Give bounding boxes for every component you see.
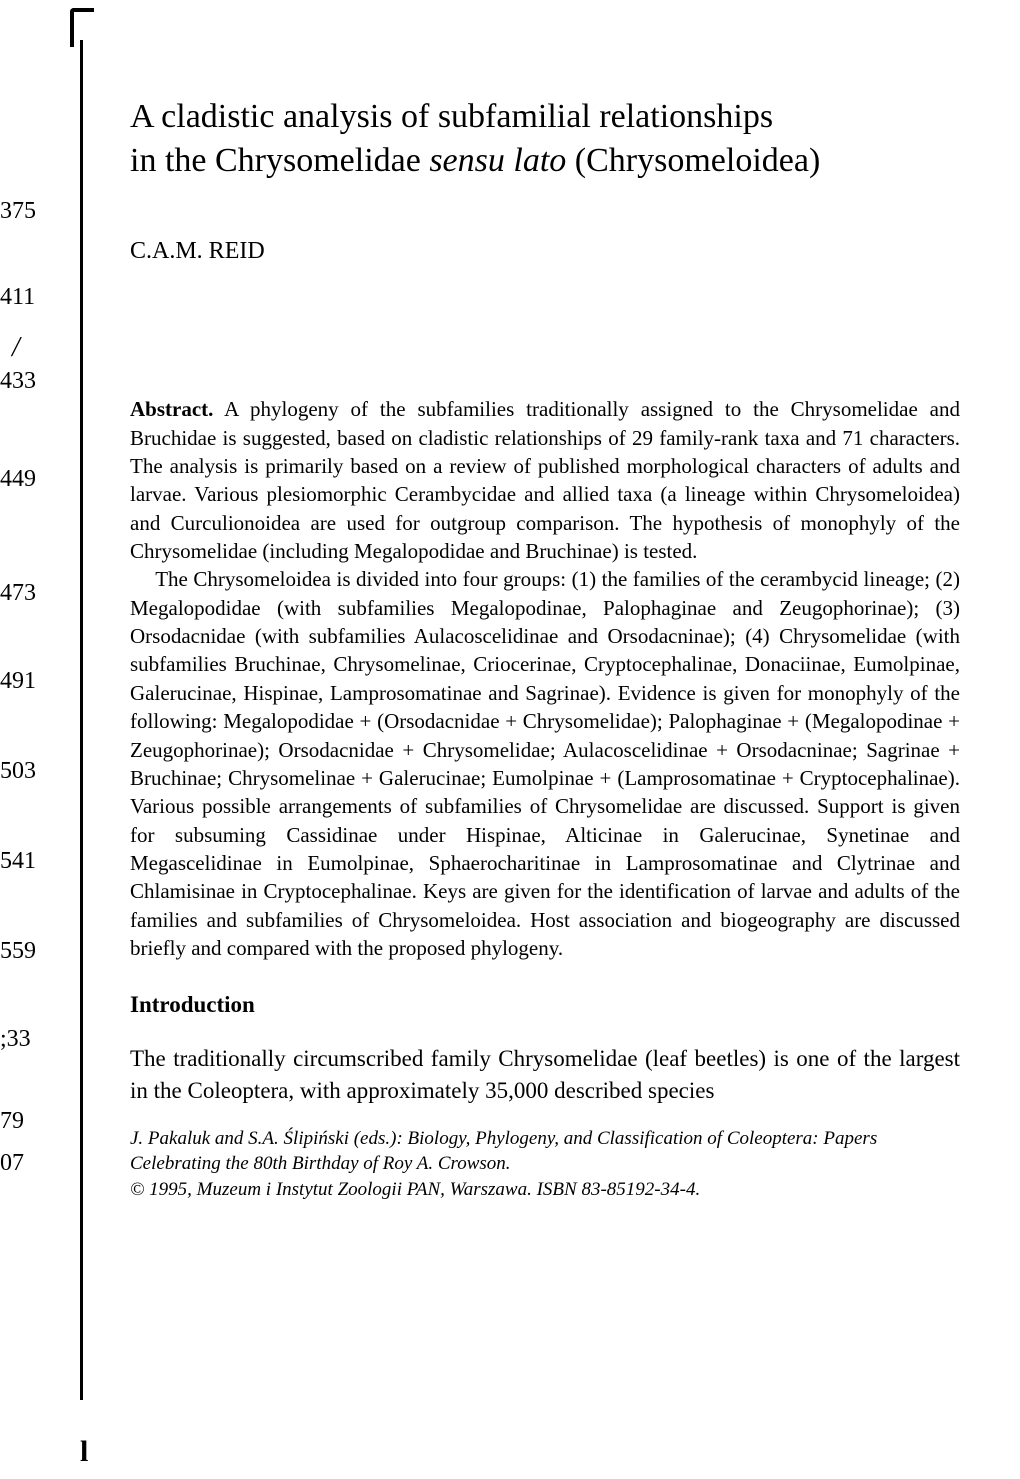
margin-number: 559 bbox=[0, 938, 50, 965]
citation-line2: © 1995, Muzeum i Instytut Zoologii PAN, … bbox=[130, 1179, 700, 1200]
abstract-block: Abstract. A phylogeny of the subfamilies… bbox=[130, 395, 960, 962]
margin-number: 433 bbox=[0, 368, 50, 395]
citation-line1: J. Pakaluk and S.A. Ślipiński (eds.): Bi… bbox=[130, 1128, 877, 1175]
abstract-label: Abstract. bbox=[130, 397, 213, 421]
margin-number: 503 bbox=[0, 758, 50, 785]
margin-number: 07 bbox=[0, 1150, 50, 1177]
margin-number: 375 bbox=[0, 198, 50, 225]
margin-number: ;33 bbox=[0, 1026, 50, 1053]
margin-number: 449 bbox=[0, 466, 50, 493]
main-content: A cladistic analysis of subfamilial rela… bbox=[130, 95, 960, 1203]
author-name: C.A.M. REID bbox=[130, 238, 960, 265]
introduction-heading: Introduction bbox=[130, 992, 960, 1018]
title-line2a: in the Chrysomelidae bbox=[130, 142, 429, 179]
abstract-p1: A phylogeny of the subfamilies tradition… bbox=[130, 397, 960, 563]
title-line2c: (Chrysomeloidea) bbox=[566, 142, 820, 179]
bottom-crop-mark: l bbox=[80, 1435, 88, 1469]
margin-number: 491 bbox=[0, 668, 50, 695]
slash-mark: / bbox=[12, 332, 20, 364]
abstract-p2: The Chrysomeloidea is divided into four … bbox=[130, 565, 960, 962]
page: 375 411 / 433 449 473 491 503 541 559 ;3… bbox=[0, 0, 1020, 1479]
paper-title: A cladistic analysis of subfamilial rela… bbox=[130, 95, 960, 183]
binding-line bbox=[80, 40, 83, 1400]
margin-number: 541 bbox=[0, 848, 50, 875]
title-line1: A cladistic analysis of subfamilial rela… bbox=[130, 98, 773, 135]
title-line2-italic: sensu lato bbox=[429, 142, 566, 179]
citation-block: J. Pakaluk and S.A. Ślipiński (eds.): Bi… bbox=[130, 1126, 960, 1203]
margin-number: 79 bbox=[0, 1108, 50, 1135]
margin-number: 473 bbox=[0, 580, 50, 607]
left-margin: 375 411 / 433 449 473 491 503 541 559 ;3… bbox=[0, 0, 70, 1479]
margin-number: 411 bbox=[0, 284, 50, 311]
intro-paragraph: The traditionally circumscribed family C… bbox=[130, 1043, 960, 1107]
